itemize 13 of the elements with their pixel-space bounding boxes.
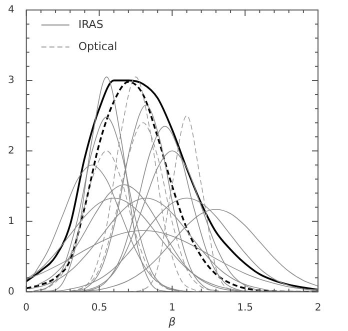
x-tick-label: 0 (23, 302, 30, 314)
x-tick-label: 1 (168, 302, 176, 314)
x-tick-label: 1.5 (237, 302, 254, 314)
y-tick-label: 4 (8, 4, 14, 16)
x-tick-label: 0.5 (91, 302, 108, 314)
x-axis-title: β (168, 315, 176, 328)
x-tick-label: 2 (314, 302, 322, 314)
y-tick-label: 2 (8, 145, 14, 156)
legend-label: Optical (78, 40, 118, 53)
y-tick-label: 0 (8, 286, 14, 298)
y-tick-label: 1 (8, 216, 14, 227)
legend-label: IRAS (78, 18, 104, 31)
y-tick-label: 3 (8, 75, 14, 86)
